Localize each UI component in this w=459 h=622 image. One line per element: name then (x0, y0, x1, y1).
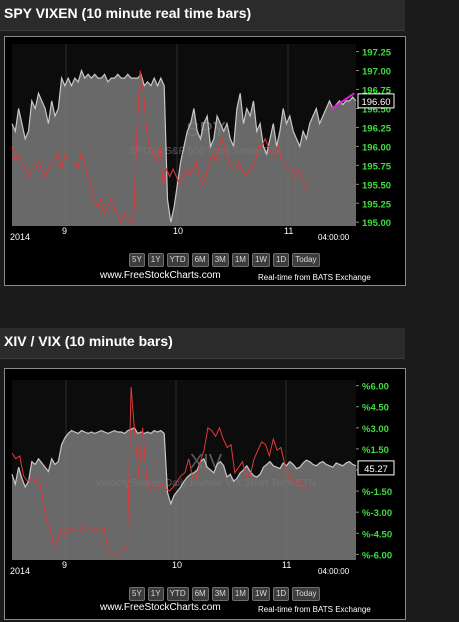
realtime-note: Real-time from BATS Exchange (258, 273, 371, 282)
period-button-today[interactable]: Today (292, 587, 320, 601)
panel-header: SPY VIXEN (10 minute real time bars) (0, 0, 405, 31)
y-tick-label: 196.50 (362, 104, 391, 115)
period-button-row: 5Y 1Y YTD 6M 3M 1M 1W 1D Today (129, 253, 320, 267)
realtime-note: Real-time from BATS Exchange (258, 605, 371, 614)
xiv-vix-chart[interactable]: XIVVelocityShares Daily Inverse VIX Shor… (8, 372, 402, 616)
spy-vixen-panel: SPY VIXEN (10 minute real time bars) SPY… (0, 0, 459, 290)
y-tick-label: %-3.00 (362, 508, 392, 519)
y-tick-label: 196.75 (362, 86, 392, 97)
y-tick-label: %-6.00 (362, 550, 392, 561)
period-button-row: 5Y 1Y YTD 6M 3M 1M 1W 1D Today (129, 587, 320, 601)
period-button-5y[interactable]: 5Y (129, 253, 145, 267)
x-tick-label: 11 (282, 560, 291, 570)
period-button-1d[interactable]: 1D (272, 587, 290, 601)
y-tick-label: 195.00 (362, 218, 391, 229)
last-price-tag (357, 93, 395, 109)
xiv-vix-panel: XIV / VIX (10 minute bars) XIVVelocitySh… (0, 328, 459, 622)
chart-frame: XIVVelocityShares Daily Inverse VIX Shor… (4, 368, 406, 620)
y-tick-label: 196.25 (362, 123, 392, 134)
period-button-1w[interactable]: 1W (251, 587, 270, 601)
y-tick-label: %4.50 (362, 403, 389, 414)
y-tick-label: 195.25 (362, 199, 392, 210)
period-button-ytd[interactable]: YTD (166, 253, 189, 267)
x-tick-label: 9 (62, 226, 67, 236)
period-button-today[interactable]: Today (292, 253, 320, 267)
chart-frame: SPYSPDRs S&P 500 Trust Series ETF197.251… (4, 36, 406, 286)
period-button-3m[interactable]: 3M (211, 587, 229, 601)
series-line-xiv (11, 427, 357, 506)
panel-title: SPY VIXEN (10 minute real time bars) (4, 5, 252, 21)
period-button-5y[interactable]: 5Y (129, 587, 145, 601)
x-year-label: 2014 (10, 232, 30, 242)
period-button-1w[interactable]: 1W (251, 253, 270, 267)
y-tick-label: 195.75 (362, 161, 392, 172)
x-tick-label: 10 (172, 560, 182, 570)
x-tick-label: 11 (284, 226, 293, 236)
time-label: 04:00:00 (318, 567, 350, 576)
period-button-3m[interactable]: 3M (211, 253, 229, 267)
period-button-1y[interactable]: 1Y (147, 253, 164, 267)
period-button-1d[interactable]: 1D (272, 253, 290, 267)
series-line-spy (11, 68, 357, 223)
panel-header: XIV / VIX (10 minute bars) (0, 328, 405, 359)
period-button-1m[interactable]: 1M (231, 587, 249, 601)
time-label: 04:00:00 (318, 233, 350, 242)
x-tick-label: 9 (62, 560, 67, 570)
spy-vixen-chart[interactable]: SPYSPDRs S&P 500 Trust Series ETF197.251… (8, 40, 402, 282)
x-tick-label: 10 (173, 226, 183, 236)
y-tick-label: 196.00 (362, 142, 391, 153)
series-line-overlay (331, 92, 355, 110)
period-button-ytd[interactable]: YTD (166, 587, 189, 601)
y-tick-label: 197.00 (362, 67, 391, 78)
series-line-vixen (11, 70, 309, 224)
y-tick-label: %-4.50 (362, 529, 392, 540)
last-price-label: 45.27 (364, 464, 388, 475)
site-link[interactable]: www.FreeStockCharts.com (100, 602, 221, 613)
site-link[interactable]: www.FreeStockCharts.com (100, 270, 221, 281)
period-button-6m[interactable]: 6M (191, 253, 209, 267)
y-tick-label: %-1.50 (362, 487, 392, 498)
y-tick-label: %1.50 (362, 445, 389, 456)
series-area (12, 427, 356, 560)
last-price-label: 196.60 (361, 97, 390, 108)
period-button-1m[interactable]: 1M (231, 253, 249, 267)
period-button-6m[interactable]: 6M (191, 587, 209, 601)
y-tick-label: 195.50 (362, 180, 391, 191)
period-button-1y[interactable]: 1Y (147, 587, 164, 601)
y-tick-label: %6.00 (362, 382, 389, 393)
series-line-vix (11, 386, 308, 555)
y-tick-label: 197.25 (362, 48, 392, 59)
y-tick-label: %3.00 (362, 424, 389, 435)
panel-title: XIV / VIX (10 minute bars) (4, 333, 173, 349)
last-price-tag (357, 460, 395, 476)
x-year-label: 2014 (10, 566, 30, 576)
